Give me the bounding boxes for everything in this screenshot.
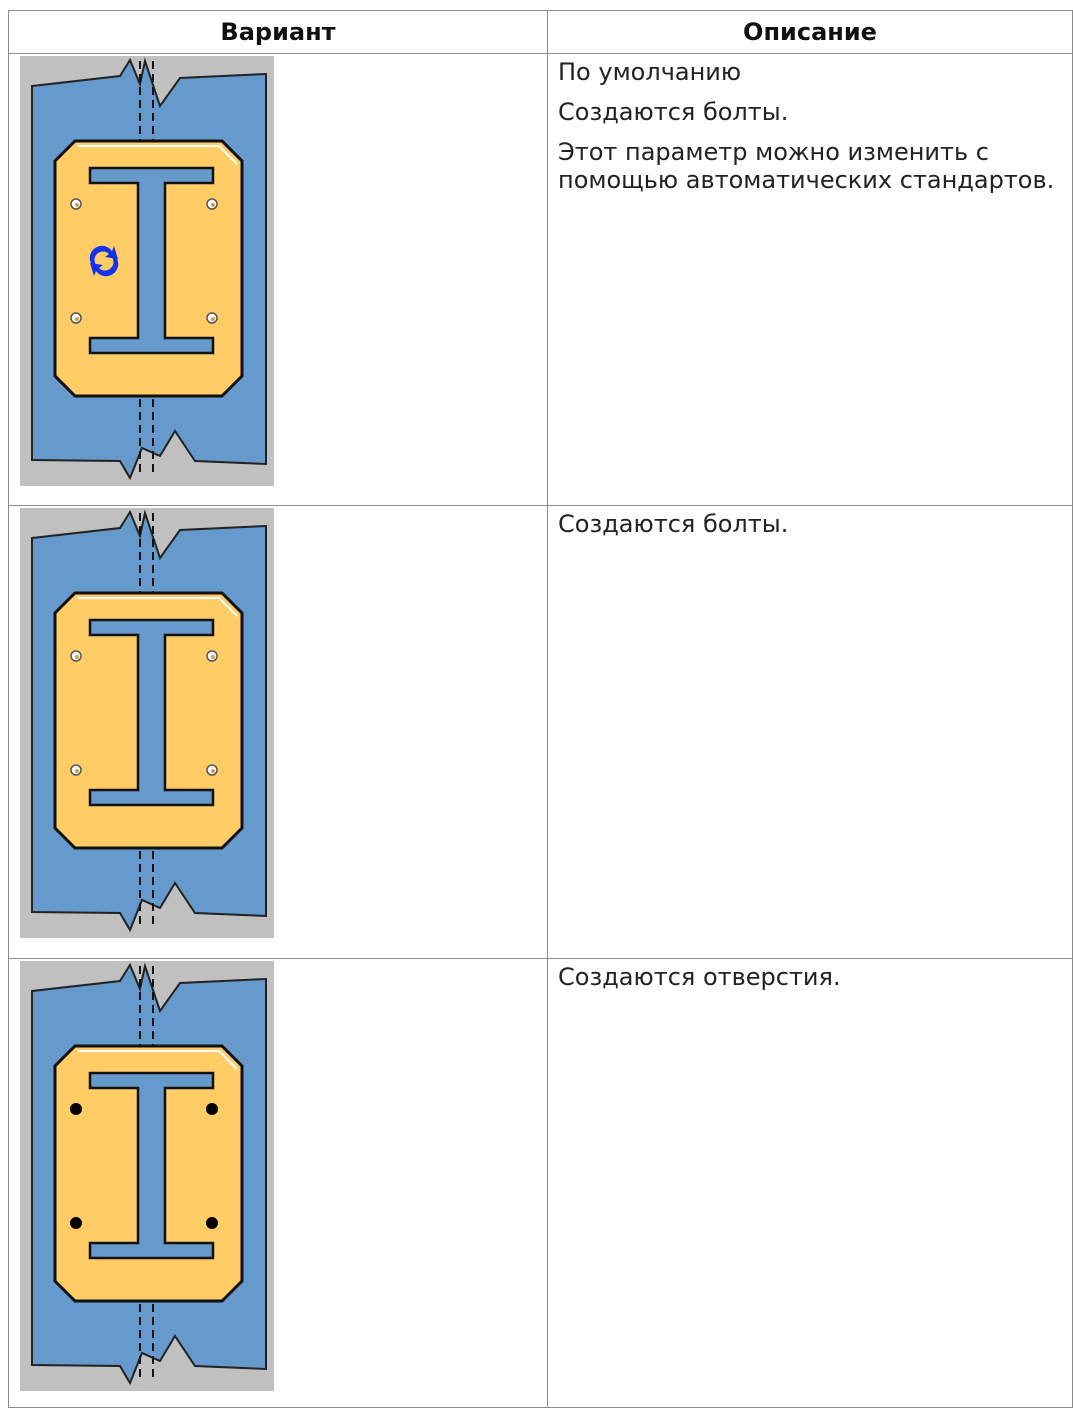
- variant-cell: [8, 958, 548, 1408]
- variant-cell: [8, 505, 548, 959]
- header-row: Вариант Описание: [8, 10, 1073, 54]
- description-text: Этот параметр можно изменить с помощью а…: [558, 138, 1055, 194]
- table-row: Создаются болты.: [8, 505, 1073, 959]
- description-cell: Создаются болты.: [547, 505, 1073, 959]
- description-cell: По умолчанию Создаются болты. Этот парамет…: [547, 53, 1073, 506]
- description-text: Создаются болты.: [558, 98, 789, 126]
- table-row: По умолчанию Создаются болты. Этот парамет…: [8, 53, 1073, 506]
- description-text: По умолчанию: [558, 58, 742, 86]
- connection-icon: [20, 56, 274, 486]
- table-body: По умолчанию Создаются болты. Этот парамет…: [8, 53, 1073, 1408]
- connection-icon: [20, 961, 274, 1391]
- description-cell: Создаются отверстия.: [547, 958, 1073, 1408]
- variant-cell: [8, 53, 548, 506]
- description-text: Создаются отверстия.: [558, 963, 841, 991]
- table-row: Создаются отверстия.: [8, 958, 1073, 1408]
- description-text: Создаются болты.: [558, 510, 789, 538]
- header-cell: Вариант: [8, 10, 548, 54]
- connection-icon: [20, 508, 274, 938]
- options-table: Вариант Описание По умолчанию Создаются б…: [8, 10, 1073, 1408]
- header-cell: Описание: [547, 10, 1073, 54]
